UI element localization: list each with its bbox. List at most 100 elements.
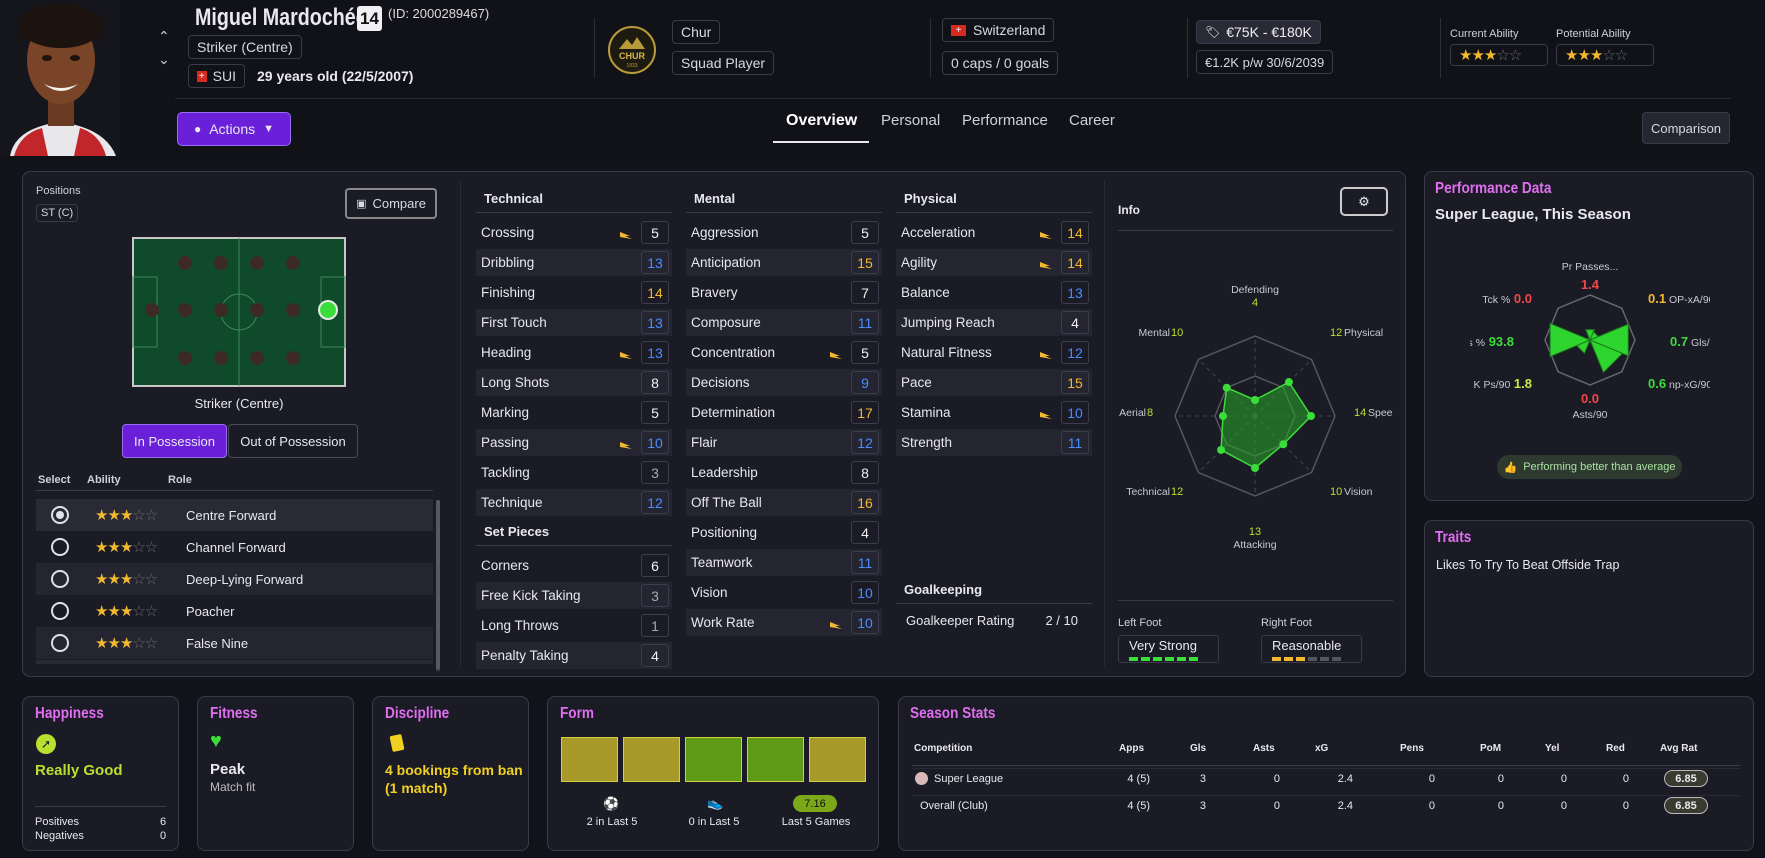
attribute-row[interactable]: Determination 17 — [686, 399, 882, 426]
performance-badge: 👍 Performing better than average — [1497, 455, 1682, 479]
tab-performance[interactable]: Performance — [962, 112, 1048, 129]
role-row[interactable]: ★★★☆☆ Centre Forward — [36, 499, 433, 531]
attribute-row[interactable]: Pace 15 — [896, 369, 1092, 396]
attribute-row[interactable]: Tackling 3 — [476, 459, 672, 486]
role-row[interactable]: ★★★☆☆ Channel Forward — [36, 531, 433, 563]
tab-personal[interactable]: Personal — [881, 112, 941, 129]
actions-button[interactable]: ● Actions ▼ — [177, 112, 291, 146]
role-row[interactable]: ★★★☆☆ False Nine — [36, 627, 433, 659]
attribute-value: 14 — [1061, 221, 1089, 244]
role-radio[interactable] — [51, 506, 69, 524]
season-cell: 3 — [1199, 773, 1206, 785]
attribute-row[interactable]: Technique 12 — [476, 489, 672, 516]
attribute-row[interactable]: Crossing 5 — [476, 219, 672, 246]
player-position: Striker (Centre) — [188, 35, 302, 59]
nation-pill[interactable]: + Switzerland — [942, 18, 1055, 42]
attribute-row[interactable]: Bravery 7 — [686, 279, 882, 306]
current-ability-stars: ★★★ ☆ ☆ — [1450, 44, 1548, 66]
form-match-bar[interactable] — [623, 737, 680, 782]
compare-button[interactable]: ▣ Compare — [345, 188, 437, 219]
attribute-row[interactable]: Agility 14 — [896, 249, 1092, 276]
club-name[interactable]: Chur — [672, 20, 721, 44]
role-ability-stars: ★★★☆☆ — [95, 539, 158, 556]
radar-point — [1279, 440, 1288, 449]
trend-arrow-icon — [1039, 408, 1053, 419]
attribute-row[interactable]: Corners 6 — [476, 552, 672, 579]
attribute-row[interactable]: Marking 5 — [476, 399, 672, 426]
tab-career[interactable]: Career — [1069, 112, 1115, 129]
in-possession-tab[interactable]: In Possession — [122, 424, 227, 458]
attribute-radar-chart: Defending4Physical12Speed14Vision10Attac… — [1119, 284, 1393, 551]
season-cell: 4 (5) — [1127, 800, 1150, 812]
attribute-row[interactable]: Off The Ball 16 — [686, 489, 882, 516]
attribute-row[interactable]: Flair 12 — [686, 429, 882, 456]
attribute-row[interactable]: Passing 10 — [476, 429, 672, 456]
next-player-icon[interactable]: ⌃ — [158, 51, 170, 67]
role-radio[interactable] — [51, 570, 69, 588]
attribute-row[interactable]: Composure 11 — [686, 309, 882, 336]
attribute-value: 4 — [1061, 311, 1089, 334]
metric-label: Tck % 0.0 — [1482, 291, 1532, 306]
role-scrollbar[interactable] — [436, 500, 440, 672]
attribute-row[interactable]: Acceleration 14 — [896, 219, 1092, 246]
attribute-row[interactable]: Finishing 14 — [476, 279, 672, 306]
attribute-row[interactable]: Anticipation 15 — [686, 249, 882, 276]
tab-overview[interactable]: Overview — [786, 112, 858, 129]
season-cell: 2.4 — [1337, 773, 1353, 785]
discipline-title: Discipline — [385, 705, 450, 722]
attribute-row[interactable]: Strength 11 — [896, 429, 1092, 456]
role-row[interactable]: ★★★☆☆ Poacher — [36, 595, 433, 627]
foot-bar — [1308, 657, 1317, 661]
radar-label: Aerial — [1119, 407, 1146, 419]
info-settings-button[interactable]: ⚙ — [1340, 187, 1388, 216]
attribute-row[interactable]: Leadership 8 — [686, 459, 882, 486]
role-ability-stars: ★★★☆☆ — [95, 603, 158, 620]
attribute-row[interactable]: Jumping Reach 4 — [896, 309, 1092, 336]
attribute-row[interactable]: Decisions 9 — [686, 369, 882, 396]
attribute-row[interactable]: First Touch 13 — [476, 309, 672, 336]
attribute-row[interactable]: Teamwork 11 — [686, 549, 882, 576]
metric-value: 0.0 — [1581, 391, 1599, 406]
attribute-value: 1 — [641, 614, 669, 637]
attribute-value: 10 — [1061, 401, 1089, 424]
attribute-row[interactable]: Heading 13 — [476, 339, 672, 366]
attribute-row[interactable]: Long Throws 1 — [476, 612, 672, 639]
attribute-row[interactable]: Positioning 4 — [686, 519, 882, 546]
form-match-bar[interactable] — [747, 737, 804, 782]
form-match-bar[interactable] — [561, 737, 618, 782]
attribute-row[interactable]: Stamina 10 — [896, 399, 1092, 426]
radar-point — [1251, 464, 1259, 472]
attribute-row[interactable]: Free Kick Taking 3 — [476, 582, 672, 609]
form-match-bar[interactable] — [685, 737, 742, 782]
attribute-row[interactable]: Penalty Taking 4 — [476, 642, 672, 669]
role-row[interactable]: ★★★☆☆ Deep-Lying Forward — [36, 563, 433, 595]
prev-player-icon[interactable]: ⌃ — [158, 28, 170, 44]
radar-value: 14 — [1354, 407, 1366, 419]
attribute-row[interactable]: Work Rate 10 — [686, 609, 882, 636]
attribute-value: 3 — [641, 584, 669, 607]
role-name: Channel Forward — [186, 539, 286, 555]
person-icon: ● — [193, 122, 202, 136]
attribute-row[interactable]: Natural Fitness 12 — [896, 339, 1092, 366]
radar-value: 8 — [1147, 407, 1153, 419]
attribute-value: 16 — [851, 491, 879, 514]
attribute-row[interactable]: Long Shots 8 — [476, 369, 672, 396]
club-badge-icon[interactable]: CHUR 1933 — [607, 25, 657, 75]
attribute-row[interactable]: Concentration 5 — [686, 339, 882, 366]
season-competition: Super League — [934, 773, 1004, 785]
metric-label: K Ps/90 1.8 — [1474, 376, 1532, 391]
attribute-value: 7 — [851, 281, 879, 304]
role-ability-stars: ★★★☆☆ — [95, 635, 158, 652]
out-of-possession-tab[interactable]: Out of Possession — [228, 424, 358, 458]
form-match-bar[interactable] — [809, 737, 866, 782]
attribute-row[interactable]: Aggression 5 — [686, 219, 882, 246]
role-radio[interactable] — [51, 634, 69, 652]
attribute-row[interactable]: Dribbling 13 — [476, 249, 672, 276]
attribute-row[interactable]: Vision 10 — [686, 579, 882, 606]
attribute-row[interactable]: Balance 13 — [896, 279, 1092, 306]
role-radio[interactable] — [51, 602, 69, 620]
radar-label: Mental — [1138, 327, 1170, 339]
role-radio[interactable] — [51, 538, 69, 556]
comparison-button[interactable]: Comparison — [1642, 112, 1730, 144]
season-cell: 0 — [1273, 800, 1280, 812]
